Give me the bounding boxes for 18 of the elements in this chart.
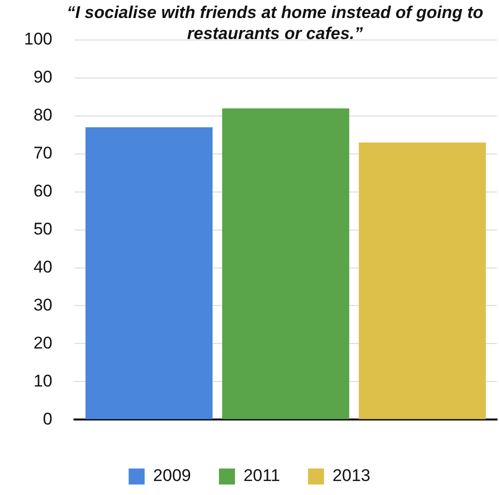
bar [222,108,350,420]
chart-title: “I socialise with friends at home instead of going to restaurants or cafes.” [66,2,484,44]
y-tick-label: 80 [33,106,52,125]
y-tick-label: 0 [42,409,52,428]
legend-label: 2013 [332,466,370,486]
y-tick-label: 20 [33,333,52,352]
legend-label: 2009 [153,466,191,486]
y-tick-label: 70 [33,144,52,163]
bar [358,142,486,420]
y-tick-label: 90 [33,68,52,87]
y-tick-label: 50 [33,219,52,238]
bar [85,127,213,420]
y-tick-label: 40 [33,257,52,276]
y-tick-label: 10 [33,371,52,390]
legend-label: 2011 [243,466,280,486]
y-tick-label: 100 [24,30,52,49]
y-tick-label: 30 [33,295,52,314]
y-tick-label: 60 [33,182,52,201]
